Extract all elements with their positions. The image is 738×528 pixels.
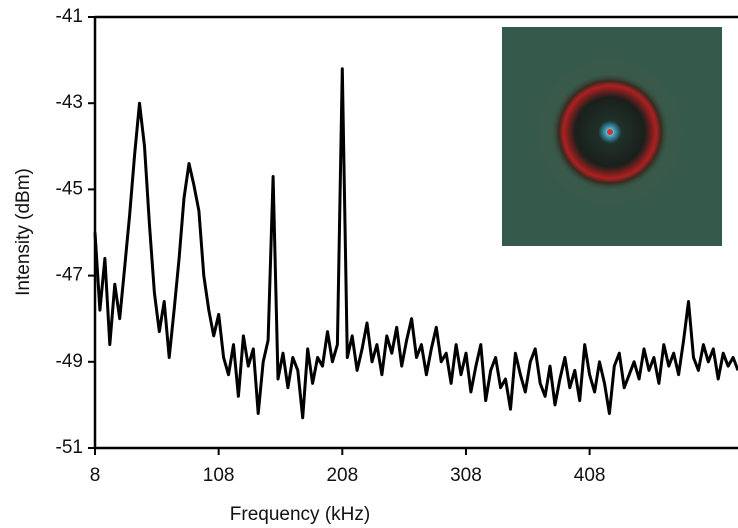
inset-image [502, 27, 722, 246]
y-tick-label: -43 [56, 92, 83, 113]
x-axis-label: Frequency (kHz) [230, 504, 370, 525]
x-tick-label: 108 [203, 465, 235, 486]
y-tick-label: -51 [56, 437, 83, 458]
y-tick-label: -49 [56, 351, 83, 372]
y-tick-label: -41 [56, 6, 83, 27]
y-axis-label: Intensity (dBm) [13, 168, 34, 296]
x-tick-label: 308 [450, 465, 482, 486]
x-tick-label: 408 [574, 465, 606, 486]
y-tick-label: -47 [56, 265, 83, 286]
spectrum-line [93, 67, 738, 420]
y-tick-label: -45 [56, 178, 83, 199]
x-tick-label: 208 [326, 465, 358, 486]
x-tick-label: 8 [90, 465, 101, 486]
